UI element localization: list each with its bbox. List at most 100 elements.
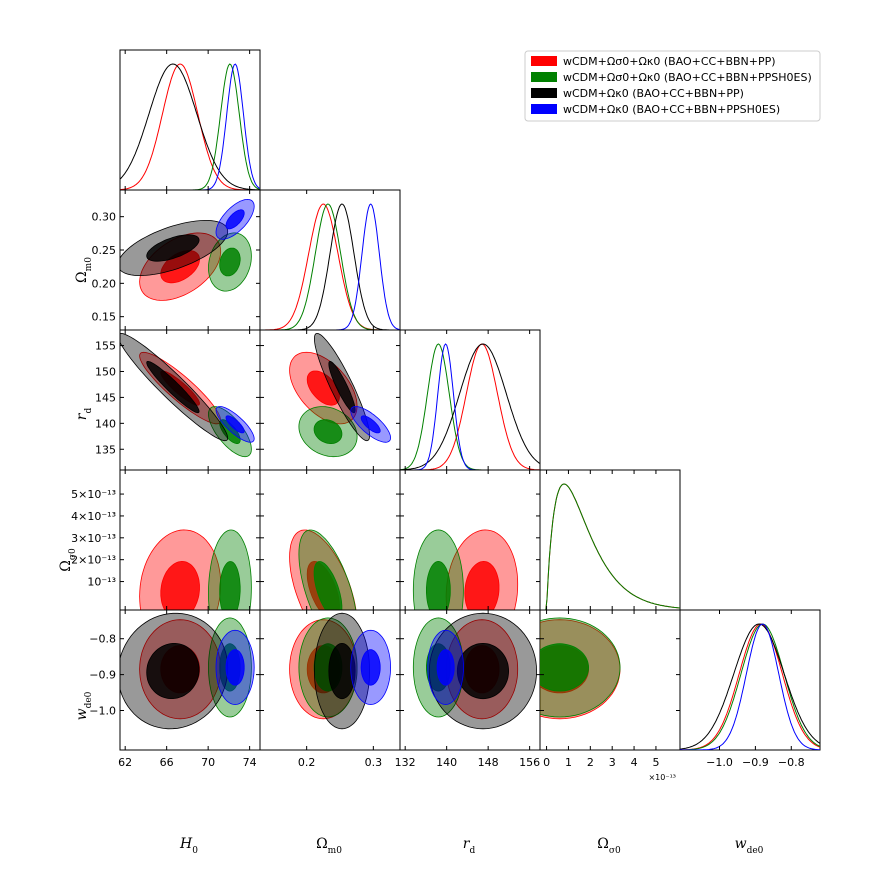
panel-rd-vs-rd — [399, 329, 541, 471]
contour-inner — [160, 560, 200, 610]
legend-box — [524, 50, 821, 122]
x-tick-label: 148 — [478, 756, 499, 769]
x-tick-label: 70 — [201, 756, 215, 769]
contour-inner — [313, 561, 343, 610]
contour-inner — [219, 561, 241, 610]
x-tick-label: 0.2 — [298, 756, 316, 769]
legend: wCDM+Ωσ0+Ωκ0 (BAO+CC+BBN+PP) wCDM+Ωσ0+Ωκ0… — [524, 50, 821, 122]
panel-rd-vs-H0 — [119, 329, 261, 471]
legend-swatch — [531, 104, 557, 114]
marginal-curve — [260, 203, 400, 330]
x-tick-label: 74 — [243, 756, 257, 769]
y-tick-label: 3×10⁻¹³ — [71, 532, 116, 545]
contour-inner — [540, 643, 590, 692]
x-tick-label: −0.8 — [778, 756, 805, 769]
marginal-curve — [540, 483, 680, 610]
y-tick-label: 5×10⁻¹³ — [71, 488, 116, 501]
y-tick-label: 0.30 — [92, 211, 117, 224]
marginal-curve — [120, 63, 260, 190]
y-tick-label: 145 — [95, 391, 116, 404]
panel-frame — [259, 189, 401, 331]
panel-Om0-vs-H0 — [119, 189, 261, 331]
marginal-curve — [260, 203, 400, 330]
legend-label: wCDM+Ωσ0+Ωκ0 (BAO+CC+BBN+PPSH0ES) — [563, 71, 812, 84]
marginal-curve — [120, 63, 260, 190]
contour-inner — [219, 247, 241, 277]
marginal-curve — [400, 343, 540, 470]
x-tick-label: 1 — [565, 756, 572, 769]
marginal-curve — [680, 623, 820, 750]
legend-label: wCDM+Ωσ0+Ωκ0 (BAO+CC+BBN+PP) — [563, 55, 776, 68]
contour-inner — [306, 370, 340, 406]
contour-inner — [328, 642, 356, 700]
panel-Om0-vs-Om0 — [259, 189, 401, 331]
legend-swatch — [531, 72, 557, 82]
panel-wde0-vs-H0 — [119, 609, 261, 751]
x-tick-label: 140 — [436, 756, 457, 769]
y-tick-label: 155 — [95, 340, 116, 353]
panel-frame — [399, 329, 541, 471]
contour-inner — [225, 415, 245, 434]
legend-label: wCDM+Ωκ0 (BAO+CC+BBN+PPSH0ES) — [563, 103, 780, 116]
panel-frame — [119, 49, 261, 191]
y-tick-label: 0.20 — [92, 277, 117, 290]
y-tick-label: 140 — [95, 417, 116, 430]
y-tick-label: 2×10⁻¹³ — [71, 554, 116, 567]
y-tick-label: −0.8 — [89, 633, 116, 646]
marginal-curve — [680, 623, 820, 750]
marginal-curve — [120, 63, 260, 190]
panel-Os0-vs-Om0 — [259, 469, 401, 611]
corner-panels: 62 66 70 74 0.2 0.3 132 140 148 156 0 1 2 3 4 5×10⁻¹³−1… — [71, 49, 821, 782]
y-tick-label: 0.15 — [92, 311, 117, 324]
x-tick-label: 62 — [118, 756, 132, 769]
legend-swatch — [531, 88, 557, 98]
marginal-curve — [400, 343, 540, 470]
marginal-curve — [120, 63, 260, 190]
x-axis-label-h0: H0 — [179, 836, 198, 856]
legend-label: wCDM+Ωκ0 (BAO+CC+BBN+PP) — [563, 87, 744, 100]
y-tick-label: 135 — [95, 443, 116, 456]
y-axis-label-rd: rd — [74, 408, 94, 421]
contour-inner — [360, 649, 381, 686]
y-axis-label-wde0: wde0 — [74, 691, 94, 720]
marginal-curve — [680, 623, 820, 750]
x-axis-label-os0: Ωσ0 — [597, 836, 621, 856]
legend-swatch — [531, 56, 557, 66]
contour-inner — [328, 360, 356, 414]
contour-inner — [360, 415, 381, 434]
panel-Os0-vs-rd — [399, 469, 541, 611]
x-tick-label: 3 — [609, 756, 616, 769]
contour-inner — [425, 560, 451, 610]
x-axis-label-om0: Ωm0 — [316, 836, 342, 856]
y-tick-label: 4×10⁻¹³ — [71, 510, 116, 523]
panel-frame — [539, 469, 681, 611]
x-axis-label-rd: rd — [463, 836, 476, 856]
y-tick-label: −1.0 — [89, 705, 116, 718]
x-tick-label: 5 — [652, 756, 659, 769]
x-axis-exponent: ×10⁻¹³ — [648, 773, 676, 782]
contour-inner — [146, 234, 200, 262]
x-tick-label: 4 — [631, 756, 638, 769]
x-tick-label: −0.9 — [742, 756, 769, 769]
x-tick-label: −1.0 — [706, 756, 733, 769]
marginal-curve — [540, 483, 680, 610]
panel-H0-vs-H0 — [119, 49, 261, 191]
x-axis-label-wde0: wde0 — [735, 836, 764, 856]
panel-Os0-vs-H0 — [119, 469, 261, 611]
panel-wde0-vs-rd — [399, 609, 541, 751]
y-tick-label: 10⁻¹³ — [87, 576, 116, 589]
contour-inner — [146, 643, 200, 699]
y-tick-label: −0.9 — [89, 669, 116, 682]
x-tick-label: 2 — [587, 756, 594, 769]
panel-wde0-vs-wde0 — [679, 609, 821, 751]
y-tick-label: 0.25 — [92, 244, 117, 257]
x-tick-label: 156 — [519, 756, 540, 769]
contour-inner — [225, 209, 245, 230]
marginal-curve — [680, 623, 820, 750]
y-axis-label-os0: Ωσ0 — [58, 548, 78, 572]
x-tick-label: 66 — [160, 756, 174, 769]
panel-Os0-vs-Os0 — [539, 469, 681, 611]
marginal-curve — [400, 343, 540, 470]
contour-inner — [313, 419, 343, 445]
